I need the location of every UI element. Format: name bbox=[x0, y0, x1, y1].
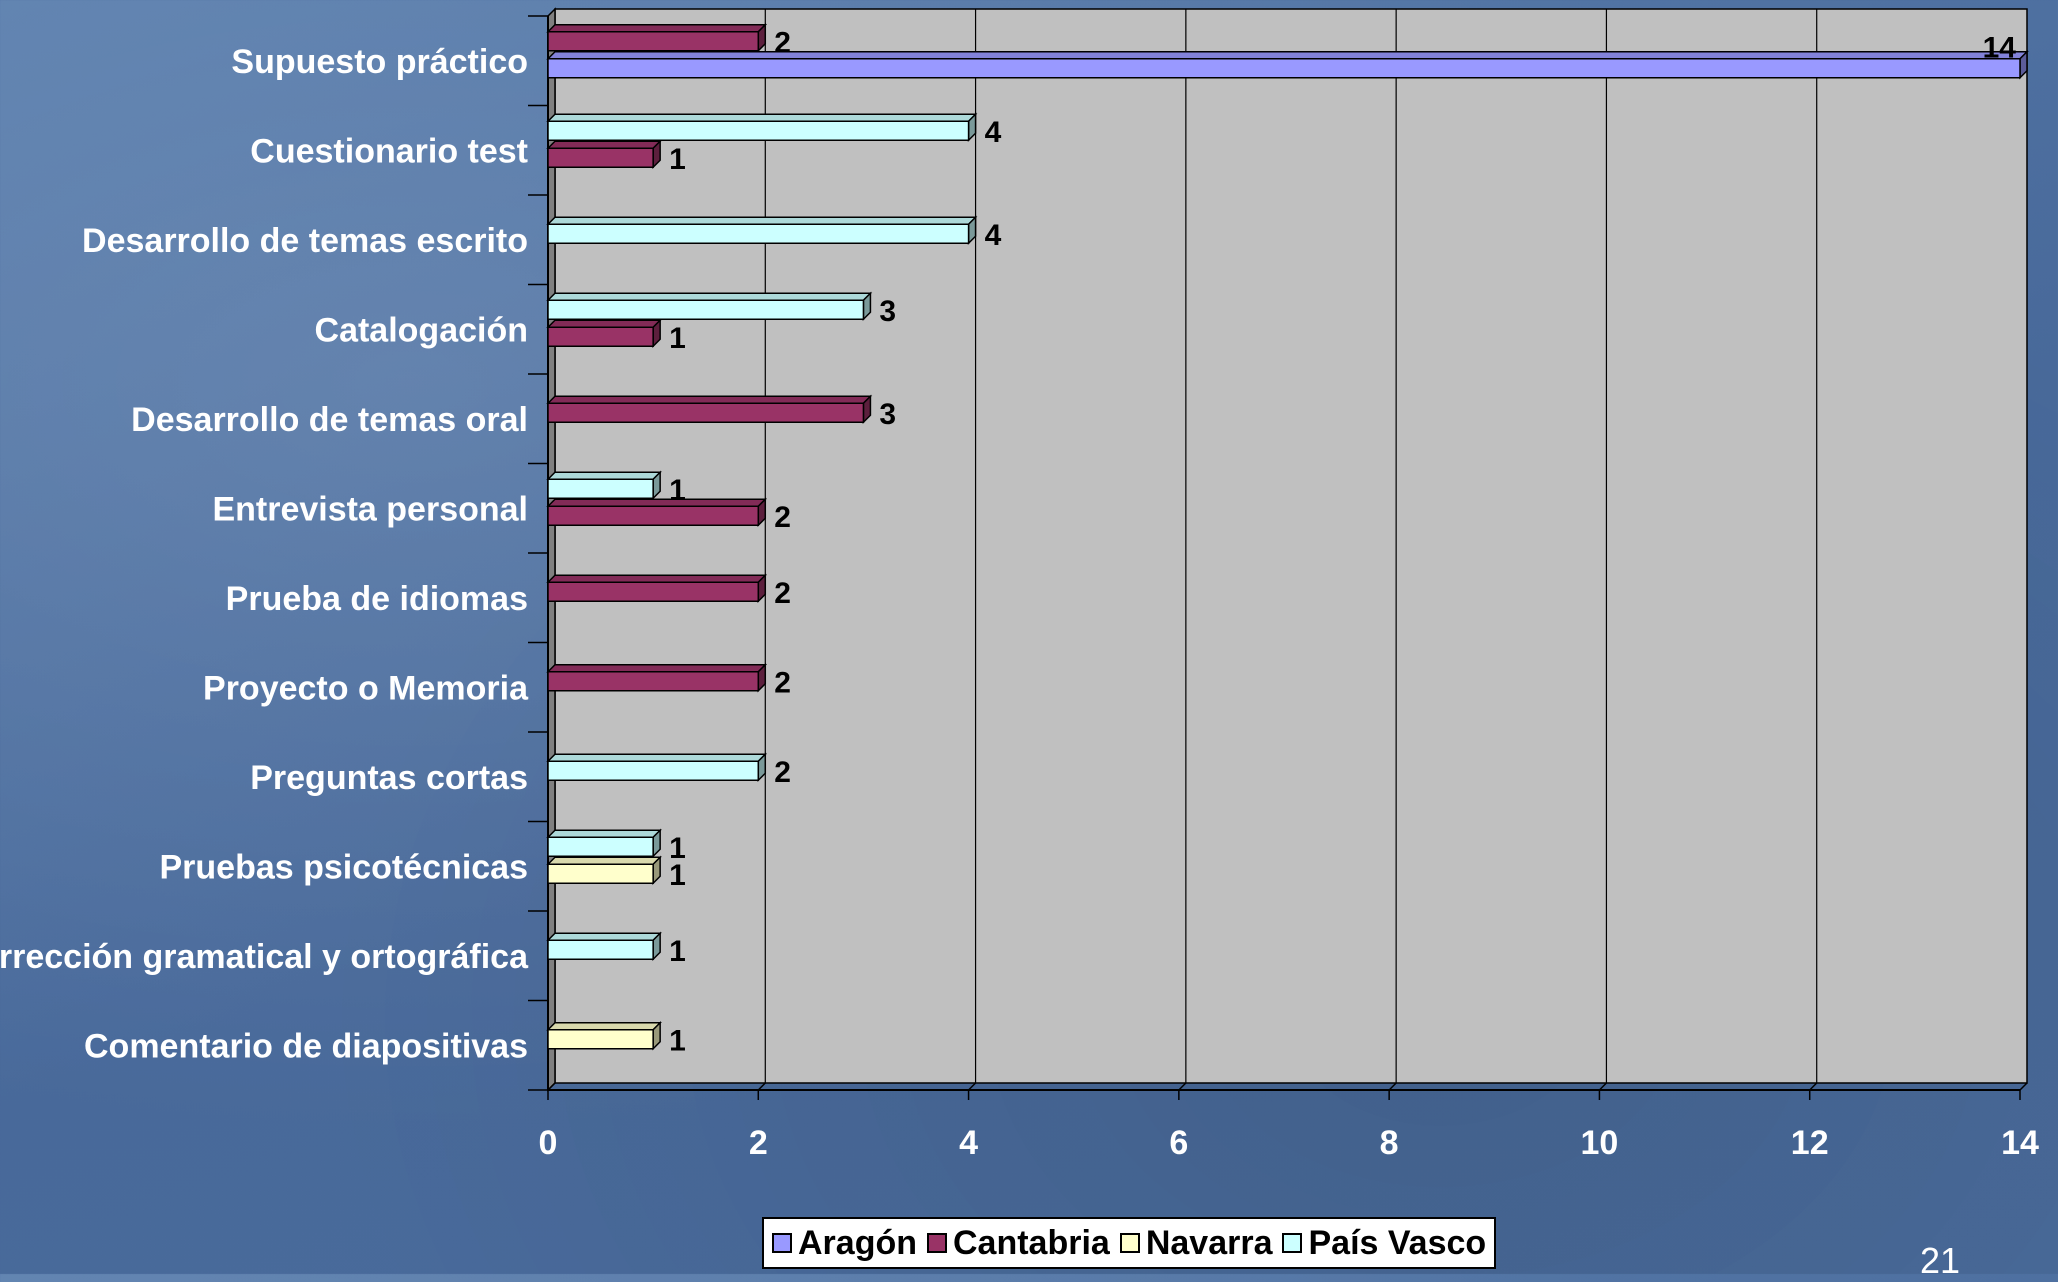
x-tick bbox=[1178, 1082, 1187, 1091]
data-label-cantabria-desarrollo-de-temas-oral: 3 bbox=[879, 398, 896, 431]
legend-label-navarra: Navarra bbox=[1145, 1223, 1273, 1262]
x-tick-label: 2 bbox=[749, 1124, 768, 1162]
legend-label-aragon: Aragón bbox=[798, 1223, 917, 1262]
data-label-cantabria-cuestionario-test: 1 bbox=[669, 143, 686, 176]
category-label-desarrollo-de-temas-escrito: Desarrollo de temas escrito bbox=[82, 222, 528, 260]
bar-pais-vasco-pruebas-psicotecnicas bbox=[547, 836, 654, 857]
x-tick-label: 6 bbox=[1169, 1124, 1188, 1162]
category-label-cuestionario-test: Cuestionario test bbox=[250, 132, 528, 170]
bar-cantabria-prueba-de-idiomas-top bbox=[546, 574, 768, 583]
bar-pais-vasco-preguntas-cortas bbox=[547, 760, 760, 781]
x-tick bbox=[2019, 1082, 2028, 1091]
x-tick bbox=[547, 1082, 556, 1091]
x-tick bbox=[1598, 1082, 1607, 1091]
legend-item-aragon: Aragón bbox=[772, 1224, 917, 1263]
data-label-aragon-supuesto-practico: 14 bbox=[1983, 31, 2017, 64]
bar-cantabria-supuesto-practico bbox=[547, 31, 760, 52]
bar-navarra-pruebas-psicotecnicas-top bbox=[546, 856, 662, 865]
x-tick bbox=[1388, 1082, 1397, 1091]
bar-pais-vasco-cuestionario-test-top bbox=[546, 113, 978, 122]
x-tick bbox=[968, 1082, 977, 1091]
legend-swatch-navarra bbox=[1119, 1233, 1140, 1253]
x-tick-label: 8 bbox=[1380, 1124, 1399, 1162]
bar-cantabria-cuestionario-test-top bbox=[546, 140, 662, 149]
data-label-cantabria-catalogacion: 1 bbox=[669, 322, 686, 355]
bar-navarra-pruebas-psicotecnicas bbox=[547, 863, 654, 884]
data-label-pais-vasco-pruebas-psicotecnicas: 1 bbox=[669, 832, 686, 865]
bar-navarra-comentario-de-diapositivas-top bbox=[546, 1022, 662, 1031]
bar-cantabria-desarrollo-de-temas-oral bbox=[547, 402, 865, 423]
x-tick-label: 0 bbox=[539, 1124, 558, 1162]
legend-item-navarra: Navarra bbox=[1119, 1223, 1273, 1263]
category-label-preguntas-cortas: Preguntas cortas bbox=[250, 759, 528, 797]
bar-pais-vasco-cuestionario-test bbox=[547, 120, 970, 141]
bar-pais-vasco-preguntas-cortas-top bbox=[546, 753, 768, 762]
data-label-pais-vasco-catalogacion: 3 bbox=[879, 295, 896, 328]
data-label-cantabria-prueba-de-idiomas: 2 bbox=[774, 577, 791, 610]
x-tick bbox=[757, 1082, 766, 1091]
bar-cantabria-cuestionario-test bbox=[547, 147, 654, 168]
bar-cantabria-catalogacion-top bbox=[546, 319, 662, 328]
bars bbox=[546, 22, 2029, 1051]
bar-pais-vasco-entrevista-personal bbox=[547, 478, 654, 499]
category-label-catalogacion: Catalogación bbox=[315, 311, 528, 349]
x-tick-label: 14 bbox=[2001, 1124, 2039, 1162]
category-label-entrevista-personal: Entrevista personal bbox=[212, 490, 528, 528]
bar-pais-vasco-desarrollo-de-temas-escrito-top bbox=[546, 216, 978, 225]
data-label-pais-vasco-cuestionario-test: 4 bbox=[985, 116, 1002, 149]
chart-side-wall bbox=[547, 7, 556, 1092]
category-label-proyecto-o-memoria: Proyecto o Memoria bbox=[203, 669, 529, 707]
bar-pais-vasco-entrevista-personal-top bbox=[546, 471, 662, 480]
bar-cantabria-desarrollo-de-temas-oral-top bbox=[546, 395, 873, 404]
bar-cantabria-catalogacion bbox=[547, 326, 654, 347]
bar-cantabria-entrevista-personal-top bbox=[546, 498, 768, 507]
category-label-pruebas-psicotecnicas: Pruebas psicotécnicas bbox=[159, 848, 528, 886]
data-label-cantabria-entrevista-personal: 2 bbox=[774, 501, 791, 534]
category-label-desarrollo-de-temas-oral: Desarrollo de temas oral bbox=[131, 401, 528, 439]
category-label-prueba-de-idiomas: Prueba de idiomas bbox=[226, 580, 528, 618]
legend-swatch-aragon bbox=[772, 1233, 792, 1253]
bar-aragon-supuesto-practico bbox=[547, 58, 2021, 79]
bar-navarra-comentario-de-diapositivas bbox=[547, 1029, 654, 1050]
data-label-pais-vasco-correccion-gramatical-y-ortografica: 1 bbox=[669, 935, 686, 968]
category-label-supuesto-practico: Supuesto práctico bbox=[231, 43, 528, 81]
plot-area bbox=[528, 7, 2028, 1100]
data-label-pais-vasco-entrevista-personal: 1 bbox=[669, 474, 686, 507]
data-label-navarra-pruebas-psicotecnicas: 1 bbox=[669, 859, 686, 892]
data-label-navarra-comentario-de-diapositivas: 1 bbox=[669, 1024, 686, 1057]
x-tick-label: 12 bbox=[1791, 1124, 1829, 1162]
legend-swatch-cantabria bbox=[927, 1233, 947, 1253]
legend: Aragón Cantabria Navarra País Vasco bbox=[762, 1217, 1497, 1269]
data-label-pais-vasco-preguntas-cortas: 2 bbox=[774, 756, 791, 789]
x-tick-label: 4 bbox=[959, 1124, 978, 1162]
bar-cantabria-proyecto-o-memoria bbox=[547, 671, 760, 692]
bar-pais-vasco-pruebas-psicotecnicas-top bbox=[546, 829, 662, 838]
bar-pais-vasco-catalogacion-top bbox=[546, 292, 873, 301]
bar-cantabria-entrevista-personal bbox=[547, 505, 760, 526]
legend-item-cantabria: Cantabria bbox=[927, 1224, 1110, 1263]
legend-label-pais-vasco: País Vasco bbox=[1308, 1223, 1487, 1262]
bar-pais-vasco-desarrollo-de-temas-escrito bbox=[547, 223, 970, 244]
legend-label-cantabria: Cantabria bbox=[953, 1223, 1110, 1262]
chart-back-wall bbox=[554, 8, 2028, 1084]
category-label-correccion-gramatical-y-ortografica: Corrección gramatical y ortográfica bbox=[0, 938, 529, 976]
bar-aragon-supuesto-practico-top bbox=[546, 51, 2029, 60]
data-label-cantabria-supuesto-practico: 2 bbox=[774, 26, 791, 59]
bar-pais-vasco-correccion-gramatical-y-ortografica-top bbox=[546, 932, 662, 941]
bar-pais-vasco-catalogacion bbox=[547, 299, 865, 320]
x-tick bbox=[1809, 1082, 1818, 1091]
x-tick-label: 10 bbox=[1581, 1124, 1619, 1162]
bar-cantabria-prueba-de-idiomas bbox=[547, 581, 760, 602]
bar-pais-vasco-correccion-gramatical-y-ortografica bbox=[547, 939, 654, 960]
data-label-cantabria-proyecto-o-memoria: 2 bbox=[774, 666, 791, 699]
data-label-pais-vasco-desarrollo-de-temas-escrito: 4 bbox=[985, 219, 1002, 252]
legend-item-pais-vasco: País Vasco bbox=[1282, 1224, 1486, 1263]
bar-cantabria-supuesto-practico-top bbox=[546, 24, 768, 33]
bar-cantabria-proyecto-o-memoria-top bbox=[546, 664, 768, 673]
page-number: 21 bbox=[1920, 1240, 1961, 1281]
legend-swatch-pais-vasco bbox=[1282, 1233, 1303, 1253]
category-label-comentario-de-diapositivas: Comentario de diapositivas bbox=[84, 1027, 528, 1065]
